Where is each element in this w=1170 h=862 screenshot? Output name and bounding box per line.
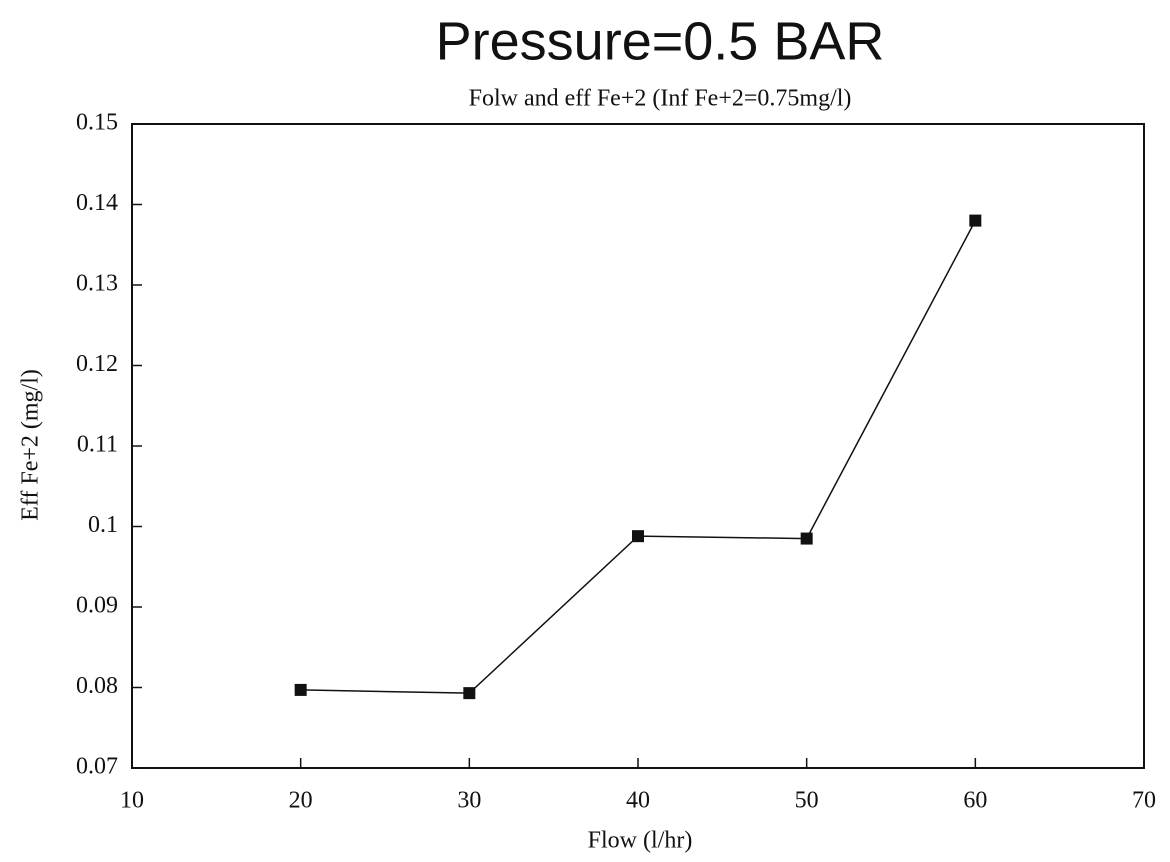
x-axis-label: Flow (l/hr)	[588, 828, 693, 854]
y-tick-label: 0.15	[76, 110, 118, 136]
x-tick-label: 70	[1132, 788, 1156, 814]
y-tick-label: 0.09	[76, 593, 118, 619]
x-tick-label: 50	[795, 788, 819, 814]
y-tick-label: 0.12	[76, 351, 118, 377]
y-tick-label: 0.11	[77, 432, 118, 458]
point-marker	[294, 683, 307, 696]
y-axis-label: Eff Fe+2 (mg/l)	[18, 369, 44, 521]
x-tick-label: 20	[289, 788, 313, 814]
y-tick-label: 0.08	[76, 673, 118, 699]
x-tick-label: 60	[963, 788, 987, 814]
point-marker	[969, 214, 982, 227]
y-tick-label: 0.14	[76, 190, 118, 216]
point-marker	[800, 532, 813, 545]
y-tick-label: 0.13	[76, 271, 118, 297]
point-marker	[632, 530, 644, 543]
x-tick-label: 30	[457, 788, 481, 814]
x-tick-label: 40	[626, 788, 650, 814]
y-tick-label: 0.1	[88, 512, 118, 538]
point-marker	[463, 687, 476, 700]
plot-frame	[131, 123, 1145, 769]
chart-title: Pressure=0.5 BAR	[436, 11, 885, 71]
chart-subtitle: Folw and eff Fe+2 (Inf Fe+2=0.75mg/l)	[469, 86, 852, 112]
x-tick-label: 10	[120, 788, 144, 814]
y-tick-label: 0.07	[76, 754, 118, 780]
series-line	[300, 220, 976, 694]
